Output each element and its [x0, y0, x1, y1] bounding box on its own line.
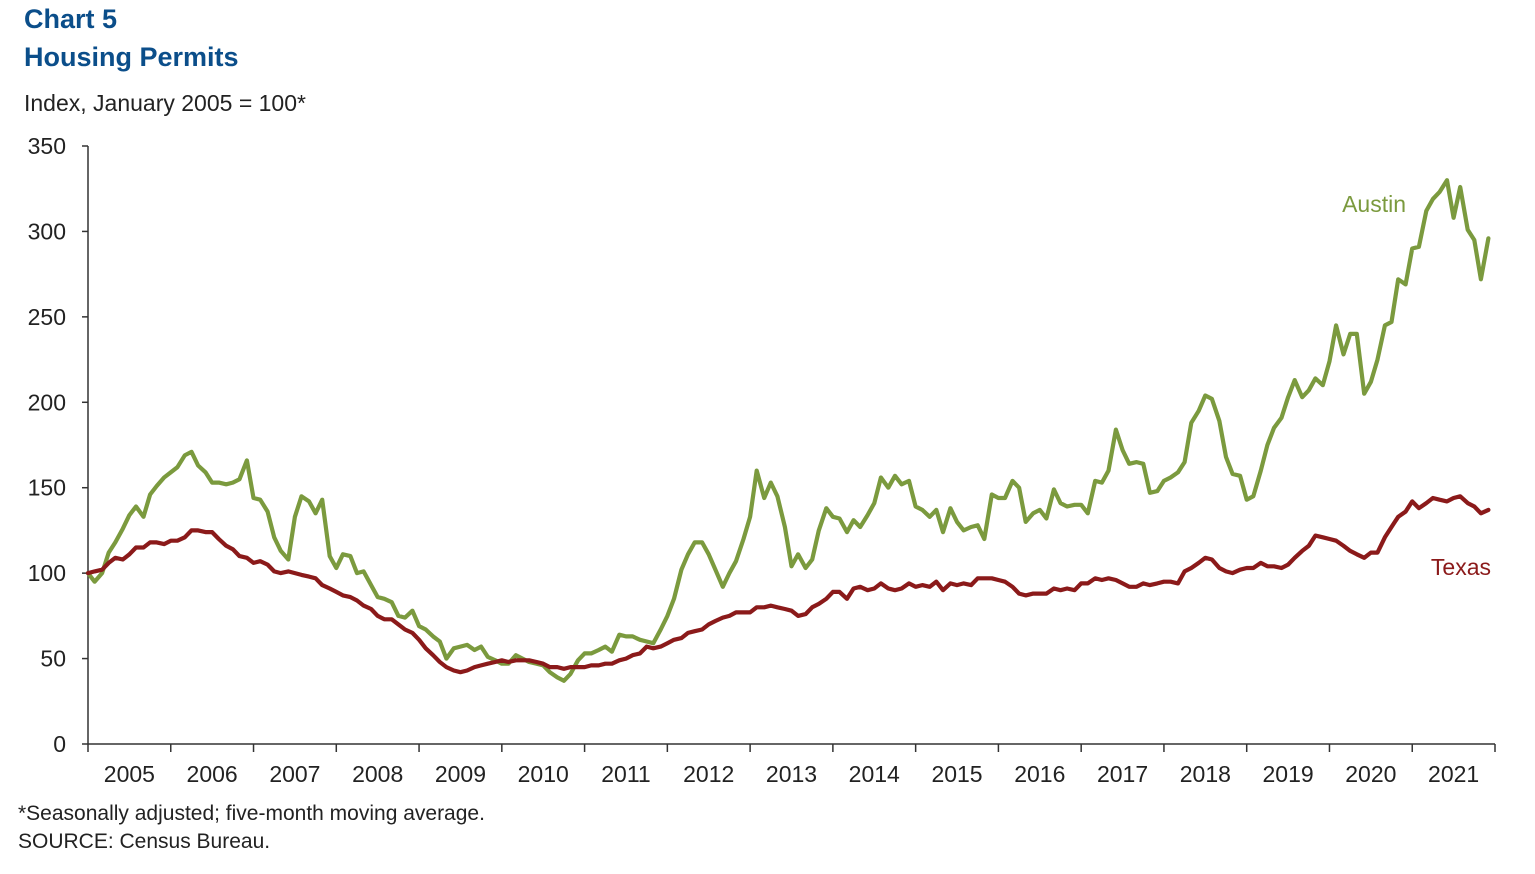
- x-tick-label: 2010: [518, 761, 569, 787]
- x-tick-label: 2020: [1345, 761, 1396, 787]
- series-line-texas: [85, 494, 1491, 675]
- x-tick-label: 2015: [931, 761, 982, 787]
- footnote: *Seasonally adjusted; five-month moving …: [18, 802, 485, 825]
- x-tick-label: 2007: [269, 761, 320, 787]
- source-note: SOURCE: Census Bureau.: [18, 830, 271, 853]
- x-tick-label: 2012: [683, 761, 734, 787]
- y-tick-label: 250: [28, 304, 66, 330]
- series-label-austin: Austin: [1342, 191, 1406, 217]
- x-tick-label: 2011: [601, 761, 650, 787]
- chart-title: Housing Permits: [24, 42, 239, 72]
- x-tick-label: 2014: [849, 761, 900, 787]
- x-tick-label: 2017: [1097, 761, 1148, 787]
- y-axis: 0 50 100 150 200 250 300 350: [28, 133, 89, 757]
- x-tick-label: 2021: [1428, 761, 1479, 787]
- x-tick-label: 2013: [766, 761, 817, 787]
- x-tick-label: 2006: [187, 761, 238, 787]
- x-axis: 2005 2006 2007 2008 2009 2010 2011 2012 2013 2014…: [87, 743, 1496, 787]
- y-axis-units-label: Index, January 2005 = 100*: [24, 90, 306, 116]
- chart-number: Chart 5: [24, 4, 118, 34]
- y-tick-label: 300: [28, 218, 66, 244]
- y-tick-label: 350: [28, 133, 66, 159]
- y-tick-label: 0: [53, 731, 66, 757]
- x-tick-label: 2008: [352, 761, 403, 787]
- series-label-texas: Texas: [1431, 554, 1491, 580]
- y-tick-label: 150: [28, 475, 66, 501]
- x-tick-label: 2009: [435, 761, 486, 787]
- x-tick-label: 2005: [104, 761, 155, 787]
- x-tick-label: 2018: [1180, 761, 1231, 787]
- y-tick-label: 100: [28, 560, 66, 586]
- y-tick-label: 50: [40, 646, 66, 672]
- series-layer: [85, 178, 1491, 683]
- x-tick-label: 2016: [1014, 761, 1065, 787]
- y-tick-label: 200: [28, 389, 66, 415]
- x-tick-label: 2019: [1263, 761, 1314, 787]
- series-labels: Austin Texas: [1342, 191, 1491, 580]
- series-line-austin: [85, 178, 1491, 683]
